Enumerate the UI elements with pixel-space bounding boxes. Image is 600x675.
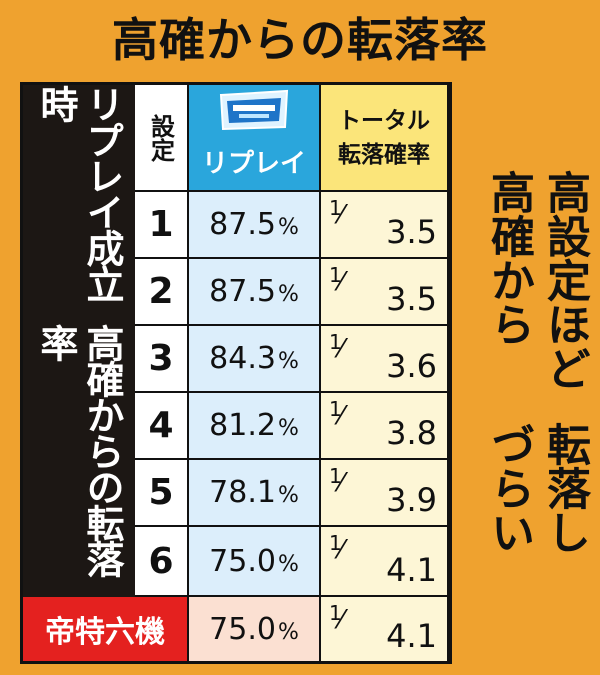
replay-rate-value: 87.5 bbox=[209, 207, 276, 242]
fraction-slash: ⁄ bbox=[339, 401, 344, 431]
percent-sign: % bbox=[277, 483, 299, 508]
header-total-line-2: 転落確率 bbox=[338, 141, 430, 168]
fraction-slash: ⁄ bbox=[339, 267, 344, 297]
percent-sign: % bbox=[277, 551, 299, 577]
total-rate-value: 3.6 bbox=[386, 347, 437, 385]
side-title-line-1: リプレイ成立時 bbox=[34, 85, 124, 301]
replay-rate: 75.0% bbox=[189, 527, 321, 597]
header-total: トータル 転落確率 bbox=[321, 85, 449, 192]
percent-sign: % bbox=[277, 282, 299, 307]
fraction-slash: ⁄ bbox=[339, 468, 344, 498]
fraction-numerator: 1 bbox=[329, 531, 342, 555]
total-rate-value: 3.5 bbox=[386, 213, 437, 251]
side-header-title: リプレイ成立時 高確からの転落率 bbox=[23, 85, 135, 597]
total-rate: 1 ⁄ 3.8 bbox=[321, 393, 449, 460]
total-rate-value: 3.5 bbox=[386, 280, 437, 318]
fraction-numerator: 1 bbox=[329, 196, 342, 220]
setting-number: 3 bbox=[135, 326, 189, 393]
header-total-line-1: トータル bbox=[338, 107, 430, 134]
replay-logo-icon bbox=[219, 89, 289, 131]
special-setting-label: 帝特六機 bbox=[23, 597, 189, 661]
replay-rate-value: 75.0 bbox=[209, 543, 276, 579]
fraction-numerator: 1 bbox=[329, 397, 342, 421]
replay-rate: 84.3% bbox=[189, 326, 321, 393]
fraction-numerator: 1 bbox=[329, 464, 342, 488]
side-note-line-2: 転落しづらい bbox=[483, 422, 590, 554]
replay-rate: 87.5% bbox=[189, 192, 321, 259]
replay-rate-value: 84.3 bbox=[209, 341, 276, 376]
total-rate-value: 4.1 bbox=[386, 617, 437, 655]
replay-rate-value: 87.5 bbox=[209, 274, 276, 309]
total-rate: 1 ⁄ 3.5 bbox=[321, 259, 449, 326]
header-replay: リプレイ bbox=[189, 85, 321, 192]
setting-number: 4 bbox=[135, 393, 189, 460]
fraction-slash: ⁄ bbox=[339, 535, 344, 565]
fraction-numerator: 1 bbox=[329, 330, 342, 354]
total-rate: 1 ⁄ 3.9 bbox=[321, 460, 449, 527]
side-note: 高設定ほど高確から 転落しづらい bbox=[466, 170, 592, 590]
fraction-numerator: 1 bbox=[329, 263, 342, 287]
drop-rate-table: リプレイ成立時 高確からの転落率 設定 リプレイ トータル 転落確率 1 87.… bbox=[20, 82, 452, 664]
fraction-slash: ⁄ bbox=[339, 334, 344, 364]
fraction-slash: ⁄ bbox=[339, 200, 344, 230]
total-rate-value: 3.9 bbox=[386, 481, 437, 519]
side-note-line-1: 高設定ほど高確から bbox=[483, 170, 590, 390]
fraction-numerator: 1 bbox=[329, 601, 342, 625]
side-title-line-2: 高確からの転落率 bbox=[34, 323, 124, 576]
setting-number: 1 bbox=[135, 192, 189, 259]
replay-rate: 87.5% bbox=[189, 259, 321, 326]
page-title: 高確からの転落率 bbox=[112, 13, 488, 67]
special-replay-rate: 75.0% bbox=[189, 597, 321, 661]
side-header-panel bbox=[23, 85, 135, 597]
replay-rate-value: 78.1 bbox=[209, 475, 276, 510]
header-replay-label: リプレイ bbox=[201, 149, 306, 179]
total-rate: 1 ⁄ 3.6 bbox=[321, 326, 449, 393]
percent-sign: % bbox=[277, 215, 299, 240]
header-setting: 設定 bbox=[135, 85, 189, 192]
replay-rate-value: 81.2 bbox=[209, 408, 276, 443]
replay-rate: 78.1% bbox=[189, 460, 321, 527]
total-rate-value: 4.1 bbox=[386, 551, 437, 589]
setting-number: 2 bbox=[135, 259, 189, 326]
total-rate: 1 ⁄ 4.1 bbox=[321, 527, 449, 597]
fraction-slash: ⁄ bbox=[339, 605, 344, 635]
setting-number: 6 bbox=[135, 527, 189, 597]
total-rate-value: 3.8 bbox=[386, 414, 437, 452]
setting-number: 5 bbox=[135, 460, 189, 527]
special-total-rate: 1 ⁄ 4.1 bbox=[321, 597, 449, 661]
percent-sign: % bbox=[277, 416, 299, 441]
replay-rate: 81.2% bbox=[189, 393, 321, 460]
percent-sign: % bbox=[277, 349, 299, 374]
replay-rate-value: 75.0 bbox=[209, 611, 276, 647]
percent-sign: % bbox=[277, 619, 299, 645]
total-rate: 1 ⁄ 3.5 bbox=[321, 192, 449, 259]
